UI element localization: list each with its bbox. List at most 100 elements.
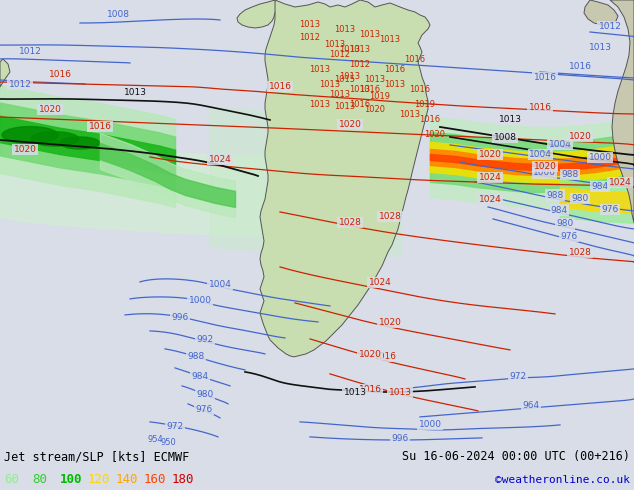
- Text: 1013: 1013: [124, 88, 146, 97]
- Text: 1013: 1013: [349, 85, 370, 94]
- Text: 1016: 1016: [533, 73, 557, 82]
- Text: 1013: 1013: [588, 43, 612, 52]
- Text: Jet stream/SLP [kts] ECMWF: Jet stream/SLP [kts] ECMWF: [4, 450, 190, 464]
- Text: 954: 954: [147, 435, 163, 444]
- Text: 1024: 1024: [368, 278, 391, 287]
- Text: 976: 976: [602, 205, 619, 214]
- Text: 1024: 1024: [209, 155, 231, 164]
- Text: 1013: 1013: [339, 45, 361, 54]
- Text: 80: 80: [32, 473, 47, 487]
- Text: 980: 980: [556, 219, 573, 228]
- Text: 1013: 1013: [339, 72, 361, 81]
- Text: 1016: 1016: [359, 85, 380, 94]
- Text: 1013: 1013: [349, 45, 370, 54]
- Text: 1013: 1013: [309, 65, 330, 74]
- Polygon shape: [237, 0, 275, 28]
- Text: 980: 980: [197, 390, 214, 399]
- Text: 1016: 1016: [410, 85, 430, 94]
- Text: 1024: 1024: [479, 195, 501, 204]
- Text: 1000: 1000: [418, 420, 441, 429]
- Text: 1000: 1000: [533, 168, 556, 177]
- Text: 1004: 1004: [529, 150, 552, 159]
- Text: 1016: 1016: [269, 82, 292, 91]
- Text: 1013: 1013: [498, 115, 522, 124]
- Text: 1020: 1020: [479, 150, 501, 159]
- Text: 988: 988: [188, 352, 205, 361]
- Text: 1016: 1016: [420, 115, 441, 124]
- Text: 1015: 1015: [335, 75, 356, 84]
- Text: 1016: 1016: [89, 122, 112, 131]
- Text: 1024: 1024: [609, 178, 631, 187]
- Text: 1013: 1013: [330, 90, 351, 99]
- Text: 1020: 1020: [365, 105, 385, 114]
- Text: 1004: 1004: [209, 280, 231, 289]
- Text: 1013: 1013: [335, 25, 356, 34]
- Text: 988: 988: [547, 191, 564, 199]
- Text: 996: 996: [171, 313, 189, 322]
- Text: 1019: 1019: [415, 100, 436, 109]
- Polygon shape: [260, 0, 430, 357]
- Text: 1019: 1019: [370, 92, 391, 101]
- Text: 980: 980: [571, 194, 588, 203]
- Text: 180: 180: [172, 473, 195, 487]
- Text: 1013: 1013: [320, 80, 340, 89]
- Text: 1013: 1013: [379, 35, 401, 44]
- Text: 1012: 1012: [9, 80, 32, 89]
- Text: 1013: 1013: [365, 75, 385, 84]
- Text: 1000: 1000: [188, 296, 212, 305]
- Text: 100: 100: [60, 473, 82, 487]
- Text: 1013: 1013: [399, 110, 420, 119]
- Text: 1013: 1013: [309, 100, 330, 109]
- Text: 1020: 1020: [534, 162, 557, 171]
- Text: 1020: 1020: [39, 105, 61, 114]
- Text: 1013: 1013: [359, 30, 380, 39]
- Text: 1016: 1016: [569, 62, 592, 71]
- Text: 1020: 1020: [339, 120, 361, 129]
- Polygon shape: [31, 132, 79, 146]
- Text: 1012: 1012: [18, 47, 41, 56]
- Text: 1028: 1028: [569, 248, 592, 257]
- Text: 996: 996: [391, 434, 409, 443]
- Text: 140: 140: [116, 473, 138, 487]
- Text: 1013: 1013: [325, 40, 346, 49]
- Text: 1012: 1012: [598, 22, 621, 31]
- Text: 984: 984: [191, 372, 209, 381]
- Text: 972: 972: [510, 371, 527, 381]
- Text: 1016: 1016: [404, 55, 425, 64]
- Text: Su 16-06-2024 00:00 UTC (00+216): Su 16-06-2024 00:00 UTC (00+216): [402, 450, 630, 464]
- Text: 120: 120: [88, 473, 110, 487]
- Text: 1012: 1012: [299, 33, 321, 42]
- Text: 984: 984: [551, 206, 568, 215]
- Text: 1028: 1028: [378, 212, 401, 221]
- Text: 1012: 1012: [349, 60, 370, 69]
- Text: 1013: 1013: [344, 388, 366, 397]
- Text: 1024: 1024: [479, 173, 501, 182]
- Text: 1013: 1013: [335, 102, 356, 111]
- Text: 1012: 1012: [330, 50, 351, 59]
- Text: 1016: 1016: [529, 103, 552, 112]
- Text: 1008: 1008: [107, 10, 129, 19]
- Text: 976: 976: [195, 405, 212, 414]
- Text: 1020: 1020: [425, 130, 446, 139]
- Text: 1013: 1013: [384, 80, 406, 89]
- Text: 1016: 1016: [384, 65, 406, 74]
- Text: 950: 950: [160, 438, 176, 447]
- Polygon shape: [0, 59, 10, 87]
- Text: 1016: 1016: [349, 100, 370, 109]
- Polygon shape: [584, 0, 618, 25]
- Text: 1016: 1016: [48, 70, 72, 79]
- Text: 1020: 1020: [359, 350, 382, 359]
- Text: 1028: 1028: [339, 218, 361, 227]
- Polygon shape: [610, 0, 634, 223]
- Text: 1013: 1013: [389, 388, 411, 397]
- Text: 972: 972: [167, 422, 184, 431]
- Text: 1016: 1016: [358, 385, 382, 394]
- Text: 1008: 1008: [493, 133, 517, 142]
- Text: 1013: 1013: [299, 20, 321, 29]
- Text: 160: 160: [144, 473, 167, 487]
- Text: 984: 984: [592, 182, 609, 191]
- Text: 1020: 1020: [569, 132, 592, 141]
- Text: 1016: 1016: [373, 352, 396, 361]
- Text: 1004: 1004: [548, 140, 571, 149]
- Text: 964: 964: [523, 401, 540, 410]
